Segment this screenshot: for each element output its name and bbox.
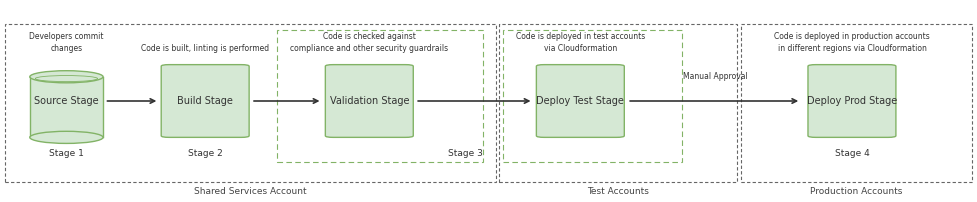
Text: Stage 2: Stage 2 — [188, 149, 223, 159]
Text: Stage 4: Stage 4 — [834, 149, 870, 159]
Bar — [741, 24, 972, 182]
FancyBboxPatch shape — [536, 65, 624, 137]
Ellipse shape — [30, 71, 104, 83]
FancyBboxPatch shape — [325, 65, 413, 137]
Text: Test Accounts: Test Accounts — [587, 187, 649, 196]
FancyBboxPatch shape — [808, 65, 896, 137]
Bar — [503, 30, 682, 162]
Text: Source Stage: Source Stage — [34, 96, 99, 106]
Text: Code is checked against
compliance and other security guardrails: Code is checked against compliance and o… — [290, 32, 448, 53]
Text: Deploy Prod Stage: Deploy Prod Stage — [807, 96, 897, 106]
Text: Stage 3: Stage 3 — [447, 149, 483, 159]
Text: Production Accounts: Production Accounts — [810, 187, 903, 196]
Bar — [277, 30, 483, 162]
Bar — [30, 77, 104, 137]
Text: Shared Services Account: Shared Services Account — [194, 187, 307, 196]
Text: Stage 1: Stage 1 — [49, 149, 84, 159]
Text: Code is deployed in production accounts
in different regions via Cloudformation: Code is deployed in production accounts … — [774, 32, 930, 53]
Ellipse shape — [30, 131, 104, 143]
Bar — [5, 24, 496, 182]
FancyBboxPatch shape — [161, 65, 249, 137]
Text: Code is deployed in test accounts
via Cloudformation: Code is deployed in test accounts via Cl… — [516, 32, 645, 53]
Bar — [499, 24, 737, 182]
Text: Deploy Test Stage: Deploy Test Stage — [536, 96, 624, 106]
Text: Code is built, linting is performed: Code is built, linting is performed — [141, 43, 270, 53]
Text: Manual Approval: Manual Approval — [683, 72, 747, 81]
Text: Developers commit
changes: Developers commit changes — [29, 32, 104, 53]
Text: Validation Stage: Validation Stage — [329, 96, 409, 106]
Text: Build Stage: Build Stage — [177, 96, 234, 106]
